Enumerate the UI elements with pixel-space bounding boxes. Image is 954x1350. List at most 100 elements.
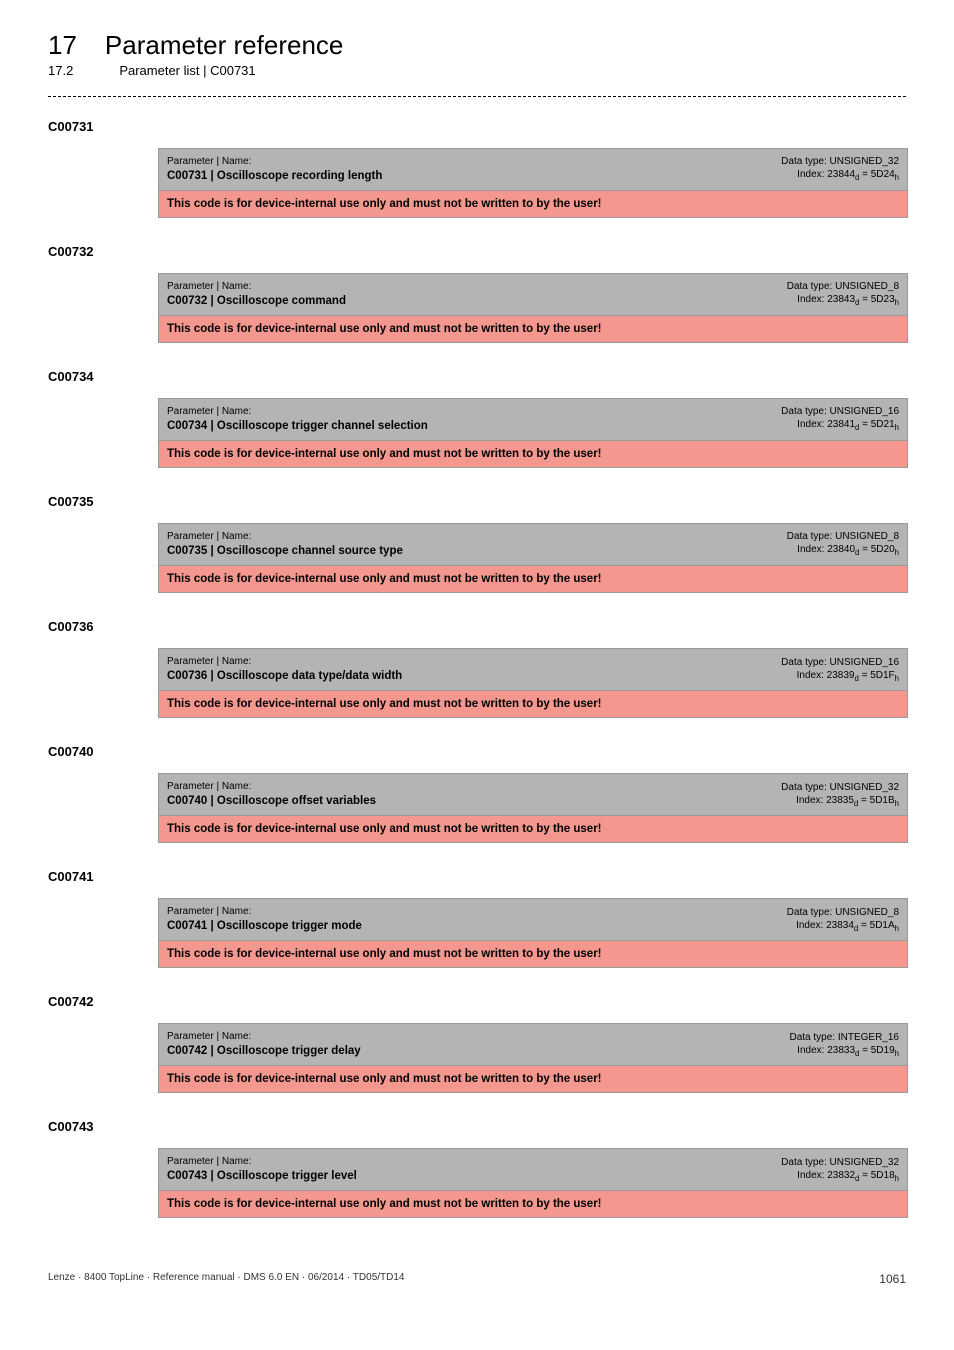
param-block: C00743Parameter | Name:C00743 | Oscillos… bbox=[48, 1119, 906, 1218]
sub-header: 17.2 Parameter list | C00731 bbox=[48, 63, 906, 78]
param-table: Parameter | Name:C00741 | Oscilloscope t… bbox=[158, 898, 908, 968]
param-index: Index: 23832d = 5D18h bbox=[781, 1169, 899, 1184]
param-type-cell: Data type: UNSIGNED_32Index: 23832d = 5D… bbox=[781, 1156, 899, 1184]
param-code-heading: C00741 bbox=[48, 869, 906, 884]
param-datatype: Data type: UNSIGNED_32 bbox=[781, 155, 899, 168]
param-label: Parameter | Name: bbox=[167, 155, 382, 169]
param-block: C00742Parameter | Name:C00742 | Oscillos… bbox=[48, 994, 906, 1093]
param-index: Index: 23840d = 5D20h bbox=[787, 543, 899, 558]
param-name-cell: Parameter | Name:C00742 | Oscilloscope t… bbox=[167, 1030, 361, 1059]
param-name: C00735 | Oscilloscope channel source typ… bbox=[167, 544, 403, 560]
param-name-cell: Parameter | Name:C00740 | Oscilloscope o… bbox=[167, 780, 376, 809]
param-header-row: Parameter | Name:C00736 | Oscilloscope d… bbox=[159, 649, 907, 691]
param-name: C00742 | Oscilloscope trigger delay bbox=[167, 1044, 361, 1060]
param-name: C00740 | Oscilloscope offset variables bbox=[167, 794, 376, 810]
chapter-header: 17 Parameter reference bbox=[48, 30, 906, 61]
param-table: Parameter | Name:C00732 | Oscilloscope c… bbox=[158, 273, 908, 343]
param-header-row: Parameter | Name:C00743 | Oscilloscope t… bbox=[159, 1149, 907, 1191]
param-code-heading: C00732 bbox=[48, 244, 906, 259]
param-header-row: Parameter | Name:C00742 | Oscilloscope t… bbox=[159, 1024, 907, 1066]
param-header-row: Parameter | Name:C00740 | Oscilloscope o… bbox=[159, 774, 907, 816]
param-block: C00736 Parameter | Name:C00736 | Oscillos… bbox=[48, 619, 906, 718]
param-label: Parameter | Name: bbox=[167, 1030, 361, 1044]
param-label: Parameter | Name: bbox=[167, 780, 376, 794]
param-name: C00741 | Oscilloscope trigger mode bbox=[167, 919, 362, 935]
param-table: Parameter | Name:C00740 | Oscilloscope o… bbox=[158, 773, 908, 843]
param-warning-row: This code is for device-internal use onl… bbox=[159, 191, 907, 217]
param-header-row: Parameter | Name:C00734 | Oscilloscope t… bbox=[159, 399, 907, 441]
param-datatype: Data type: UNSIGNED_16 bbox=[781, 405, 899, 418]
param-index: Index: 23834d = 5D1Ah bbox=[787, 919, 899, 934]
chapter-number: 17 bbox=[48, 30, 77, 61]
param-header-row: Parameter | Name:C00731 | Oscilloscope r… bbox=[159, 149, 907, 191]
param-block: C00735Parameter | Name:C00735 | Oscillos… bbox=[48, 494, 906, 593]
param-datatype: Data type: INTEGER_16 bbox=[790, 1031, 900, 1044]
param-type-cell: Data type: UNSIGNED_32Index: 23835d = 5D… bbox=[781, 781, 899, 809]
param-warning-row: This code is for device-internal use onl… bbox=[159, 566, 907, 592]
param-warning-row: This code is for device-internal use onl… bbox=[159, 1066, 907, 1092]
param-name-cell: Parameter | Name:C00732 | Oscilloscope c… bbox=[167, 280, 346, 309]
param-name-cell: Parameter | Name:C00736 | Oscilloscope d… bbox=[167, 655, 402, 684]
param-name-cell: Parameter | Name:C00741 | Oscilloscope t… bbox=[167, 905, 362, 934]
param-name-cell: Parameter | Name:C00735 | Oscilloscope c… bbox=[167, 530, 403, 559]
param-table: Parameter | Name:C00742 | Oscilloscope t… bbox=[158, 1023, 908, 1093]
param-code-heading: C00736 bbox=[48, 619, 906, 634]
param-label: Parameter | Name: bbox=[167, 905, 362, 919]
param-block: C00731 Parameter | Name:C00731 | Oscillos… bbox=[48, 119, 906, 218]
param-name: C00734 | Oscilloscope trigger channel se… bbox=[167, 419, 428, 435]
param-label: Parameter | Name: bbox=[167, 655, 402, 669]
param-label: Parameter | Name: bbox=[167, 530, 403, 544]
chapter-title: Parameter reference bbox=[105, 30, 343, 61]
param-header-row: Parameter | Name:C00735 | Oscilloscope c… bbox=[159, 524, 907, 566]
param-datatype: Data type: UNSIGNED_8 bbox=[787, 906, 899, 919]
param-block: C00740 Parameter | Name:C00740 | Oscillos… bbox=[48, 744, 906, 843]
param-table: Parameter | Name:C00735 | Oscilloscope c… bbox=[158, 523, 908, 593]
param-name-cell: Parameter | Name:C00743 | Oscilloscope t… bbox=[167, 1155, 357, 1184]
param-table: Parameter | Name:C00734 | Oscilloscope t… bbox=[158, 398, 908, 468]
sub-title: Parameter list | C00731 bbox=[119, 63, 255, 78]
param-block: C00741 Parameter | Name:C00741 | Oscillos… bbox=[48, 869, 906, 968]
param-code-heading: C00731 bbox=[48, 119, 906, 134]
param-block: C00734 Parameter | Name:C00734 | Oscillos… bbox=[48, 369, 906, 468]
param-block: C00732 Parameter | Name:C00732 | Oscillos… bbox=[48, 244, 906, 343]
footer-left: Lenze · 8400 TopLine · Reference manual … bbox=[48, 1272, 405, 1286]
param-label: Parameter | Name: bbox=[167, 1155, 357, 1169]
param-datatype: Data type: UNSIGNED_32 bbox=[781, 781, 899, 794]
param-warning-row: This code is for device-internal use onl… bbox=[159, 941, 907, 967]
param-index: Index: 23841d = 5D21h bbox=[781, 418, 899, 433]
page-footer: Lenze · 8400 TopLine · Reference manual … bbox=[48, 1272, 906, 1286]
param-header-row: Parameter | Name:C00741 | Oscilloscope t… bbox=[159, 899, 907, 941]
param-warning-row: This code is for device-internal use onl… bbox=[159, 816, 907, 842]
param-label: Parameter | Name: bbox=[167, 405, 428, 419]
param-type-cell: Data type: UNSIGNED_16Index: 23839d = 5D… bbox=[781, 656, 899, 684]
divider bbox=[48, 96, 906, 97]
param-table: Parameter | Name:C00731 | Oscilloscope r… bbox=[158, 148, 908, 218]
param-datatype: Data type: UNSIGNED_8 bbox=[787, 530, 899, 543]
param-warning-row: This code is for device-internal use onl… bbox=[159, 316, 907, 342]
param-code-heading: C00734 bbox=[48, 369, 906, 384]
param-label: Parameter | Name: bbox=[167, 280, 346, 294]
param-datatype: Data type: UNSIGNED_32 bbox=[781, 1156, 899, 1169]
param-name: C00736 | Oscilloscope data type/data wid… bbox=[167, 669, 402, 685]
param-type-cell: Data type: UNSIGNED_8Index: 23834d = 5D1… bbox=[787, 906, 899, 934]
param-warning-row: This code is for device-internal use onl… bbox=[159, 441, 907, 467]
param-name-cell: Parameter | Name:C00734 | Oscilloscope t… bbox=[167, 405, 428, 434]
param-type-cell: Data type: INTEGER_16Index: 23833d = 5D1… bbox=[790, 1031, 900, 1059]
page-number: 1061 bbox=[879, 1272, 906, 1286]
param-type-cell: Data type: UNSIGNED_32Index: 23844d = 5D… bbox=[781, 155, 899, 183]
param-table: Parameter | Name:C00743 | Oscilloscope t… bbox=[158, 1148, 908, 1218]
param-datatype: Data type: UNSIGNED_8 bbox=[787, 280, 899, 293]
param-name: C00743 | Oscilloscope trigger level bbox=[167, 1169, 357, 1185]
param-code-heading: C00740 bbox=[48, 744, 906, 759]
param-index: Index: 23833d = 5D19h bbox=[790, 1044, 900, 1059]
param-name-cell: Parameter | Name:C00731 | Oscilloscope r… bbox=[167, 155, 382, 184]
param-warning-row: This code is for device-internal use onl… bbox=[159, 691, 907, 717]
sub-number: 17.2 bbox=[48, 63, 73, 78]
param-table: Parameter | Name:C00736 | Oscilloscope d… bbox=[158, 648, 908, 718]
param-index: Index: 23843d = 5D23h bbox=[787, 293, 899, 308]
param-type-cell: Data type: UNSIGNED_8Index: 23843d = 5D2… bbox=[787, 280, 899, 308]
param-header-row: Parameter | Name:C00732 | Oscilloscope c… bbox=[159, 274, 907, 316]
param-index: Index: 23844d = 5D24h bbox=[781, 168, 899, 183]
param-type-cell: Data type: UNSIGNED_16Index: 23841d = 5D… bbox=[781, 405, 899, 433]
param-datatype: Data type: UNSIGNED_16 bbox=[781, 656, 899, 669]
